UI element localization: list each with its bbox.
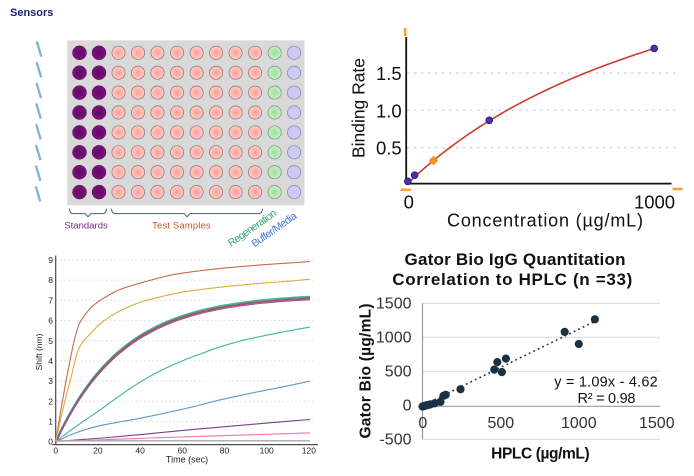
svg-text:0.5: 0.5 <box>376 138 402 159</box>
svg-text:20: 20 <box>93 446 103 456</box>
svg-text:5: 5 <box>48 336 53 346</box>
svg-text:8: 8 <box>48 275 53 285</box>
svg-text:2: 2 <box>48 396 53 406</box>
svg-text:Gator Bio IgG Quantitation: Gator Bio IgG Quantitation <box>405 250 626 269</box>
svg-text:0: 0 <box>418 415 427 432</box>
svg-text:3: 3 <box>48 376 53 386</box>
svg-text:0: 0 <box>403 398 412 415</box>
svg-text:y = 1.09x - 4.62: y = 1.09x - 4.62 <box>554 375 658 391</box>
svg-text:1.5: 1.5 <box>376 63 402 84</box>
svg-text:Time (sec): Time (sec) <box>166 455 208 465</box>
svg-text:1000: 1000 <box>376 330 412 347</box>
svg-text:0: 0 <box>53 446 58 456</box>
svg-text:Test Samples: Test Samples <box>152 221 211 232</box>
svg-text:80: 80 <box>220 446 230 456</box>
svg-text:6: 6 <box>48 316 53 326</box>
svg-text:-500: -500 <box>379 432 411 449</box>
svg-text:120: 120 <box>302 446 316 456</box>
svg-text:40: 40 <box>135 446 145 456</box>
svg-text:0: 0 <box>404 192 414 213</box>
svg-text:7: 7 <box>48 295 53 305</box>
svg-text:9: 9 <box>48 255 53 265</box>
svg-text:1.0: 1.0 <box>376 101 402 122</box>
svg-text:Concentration (µg/mL): Concentration (µg/mL) <box>447 211 643 231</box>
svg-text:Binding Rate: Binding Rate <box>349 58 369 158</box>
svg-text:R² = 0.98: R² = 0.98 <box>578 391 636 407</box>
svg-text:Standards: Standards <box>64 221 108 232</box>
svg-text:1000: 1000 <box>634 192 675 213</box>
svg-text:HPLC (µg/mL): HPLC (µg/mL) <box>491 446 590 463</box>
svg-text:1500: 1500 <box>376 296 412 313</box>
svg-text:1500: 1500 <box>639 415 675 432</box>
svg-text:100: 100 <box>260 446 274 456</box>
svg-text:1000: 1000 <box>561 415 597 432</box>
svg-text:4: 4 <box>48 356 53 366</box>
svg-text:Correlation to HPLC (n =33): Correlation to HPLC (n =33) <box>392 270 632 289</box>
svg-text:60: 60 <box>178 446 188 456</box>
svg-text:Sensors: Sensors <box>10 7 53 19</box>
svg-text:Gator Bio (µg/mL): Gator Bio (µg/mL) <box>358 304 375 439</box>
svg-text:0: 0 <box>48 437 53 447</box>
svg-text:500: 500 <box>487 415 514 432</box>
svg-text:500: 500 <box>385 364 412 381</box>
svg-text:Shift (nm): Shift (nm) <box>34 333 44 370</box>
svg-text:1: 1 <box>48 416 53 426</box>
